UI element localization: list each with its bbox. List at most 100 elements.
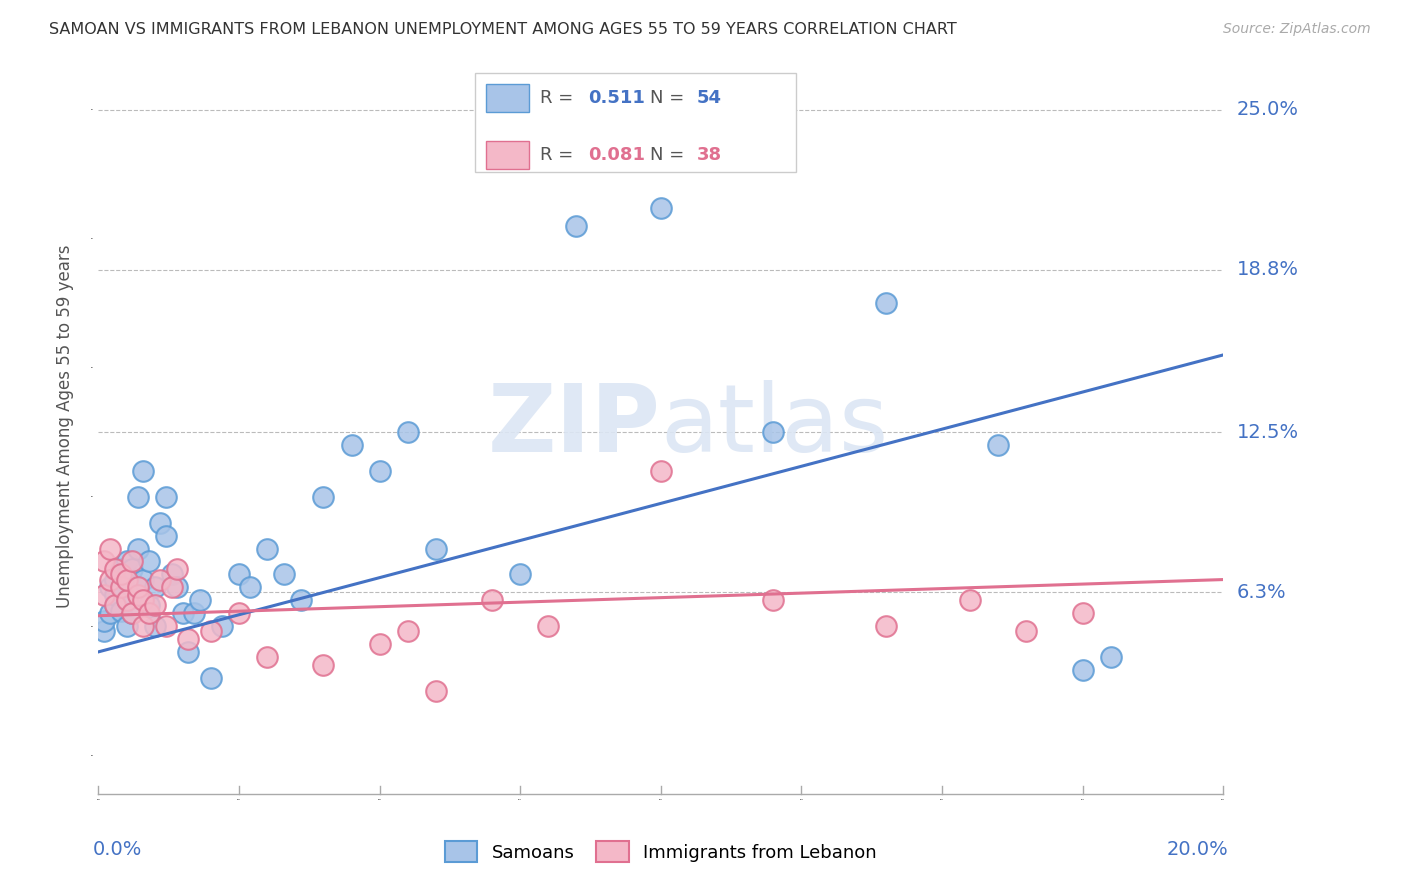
Point: [104, 599, 127, 613]
Point: [368, 464, 391, 478]
Text: R =: R =: [540, 88, 579, 107]
Point: [104, 573, 127, 587]
Point: [127, 580, 149, 594]
Point: [149, 573, 172, 587]
Point: [155, 529, 177, 543]
Text: 0.0%: 0.0%: [93, 840, 142, 859]
Point: [166, 580, 188, 594]
Point: [239, 580, 262, 594]
Point: [127, 541, 149, 556]
Point: [256, 541, 278, 556]
Point: [138, 606, 160, 620]
Point: [200, 624, 222, 639]
Point: [1015, 624, 1038, 639]
Point: [115, 593, 138, 607]
Point: [121, 580, 143, 594]
Text: ZIP: ZIP: [488, 380, 661, 472]
Point: [93, 624, 115, 639]
Point: [160, 580, 183, 594]
Text: 0.081: 0.081: [588, 146, 645, 164]
Point: [110, 580, 132, 594]
Text: N =: N =: [650, 88, 689, 107]
Point: [959, 593, 981, 607]
Point: [200, 671, 222, 685]
Point: [98, 541, 121, 556]
Point: [1099, 650, 1122, 665]
Point: [188, 593, 211, 607]
Point: [565, 219, 588, 233]
Point: [132, 464, 155, 478]
Point: [368, 637, 391, 651]
Y-axis label: Unemployment Among Ages 55 to 59 years: Unemployment Among Ages 55 to 59 years: [56, 244, 73, 607]
Point: [110, 603, 132, 617]
Point: [149, 516, 172, 530]
Legend: Samoans, Immigrants from Lebanon: Samoans, Immigrants from Lebanon: [437, 834, 884, 870]
Text: SAMOAN VS IMMIGRANTS FROM LEBANON UNEMPLOYMENT AMONG AGES 55 TO 59 YEARS CORRELA: SAMOAN VS IMMIGRANTS FROM LEBANON UNEMPL…: [49, 22, 957, 37]
Point: [93, 614, 115, 628]
Point: [138, 599, 160, 613]
Point: [143, 619, 166, 633]
Text: 6.3%: 6.3%: [1237, 583, 1286, 602]
Point: [93, 588, 115, 602]
Text: 0.511: 0.511: [588, 88, 644, 107]
Point: [155, 490, 177, 504]
Point: [121, 562, 143, 576]
Point: [143, 599, 166, 613]
Point: [1071, 663, 1094, 677]
Point: [127, 580, 149, 594]
Point: [121, 554, 143, 568]
FancyBboxPatch shape: [486, 84, 529, 112]
Point: [121, 606, 143, 620]
Point: [425, 683, 447, 698]
Point: [172, 606, 194, 620]
Point: [211, 619, 233, 633]
Point: [110, 567, 132, 582]
Point: [121, 606, 143, 620]
Point: [312, 490, 335, 504]
Point: [650, 201, 672, 215]
Point: [177, 632, 200, 646]
Point: [183, 606, 205, 620]
Point: [160, 567, 183, 582]
Point: [132, 619, 155, 633]
Text: atlas: atlas: [661, 380, 889, 472]
Text: 25.0%: 25.0%: [1237, 100, 1299, 120]
Point: [875, 296, 897, 310]
Point: [93, 554, 115, 568]
Text: Source: ZipAtlas.com: Source: ZipAtlas.com: [1223, 22, 1371, 37]
Point: [177, 645, 200, 659]
Point: [115, 554, 138, 568]
Point: [537, 619, 560, 633]
Point: [228, 606, 250, 620]
Point: [875, 619, 897, 633]
Point: [104, 588, 127, 602]
Text: 54: 54: [697, 88, 721, 107]
Point: [290, 593, 312, 607]
Point: [127, 588, 149, 602]
Point: [143, 580, 166, 594]
Point: [115, 573, 138, 587]
Point: [132, 573, 155, 587]
Point: [115, 567, 138, 582]
Point: [132, 593, 155, 607]
Point: [104, 562, 127, 576]
Point: [115, 619, 138, 633]
Text: 12.5%: 12.5%: [1237, 423, 1299, 442]
Point: [155, 619, 177, 633]
Text: 38: 38: [697, 146, 721, 164]
Point: [110, 562, 132, 576]
Point: [1071, 606, 1094, 620]
Point: [104, 599, 127, 613]
Text: 18.8%: 18.8%: [1237, 260, 1299, 279]
Point: [115, 593, 138, 607]
Point: [166, 562, 188, 576]
Text: 20.0%: 20.0%: [1167, 840, 1229, 859]
Point: [762, 425, 785, 440]
Point: [987, 438, 1010, 452]
Point: [425, 541, 447, 556]
Point: [273, 567, 295, 582]
FancyBboxPatch shape: [486, 141, 529, 169]
Point: [98, 606, 121, 620]
Text: N =: N =: [650, 146, 689, 164]
FancyBboxPatch shape: [475, 72, 796, 172]
